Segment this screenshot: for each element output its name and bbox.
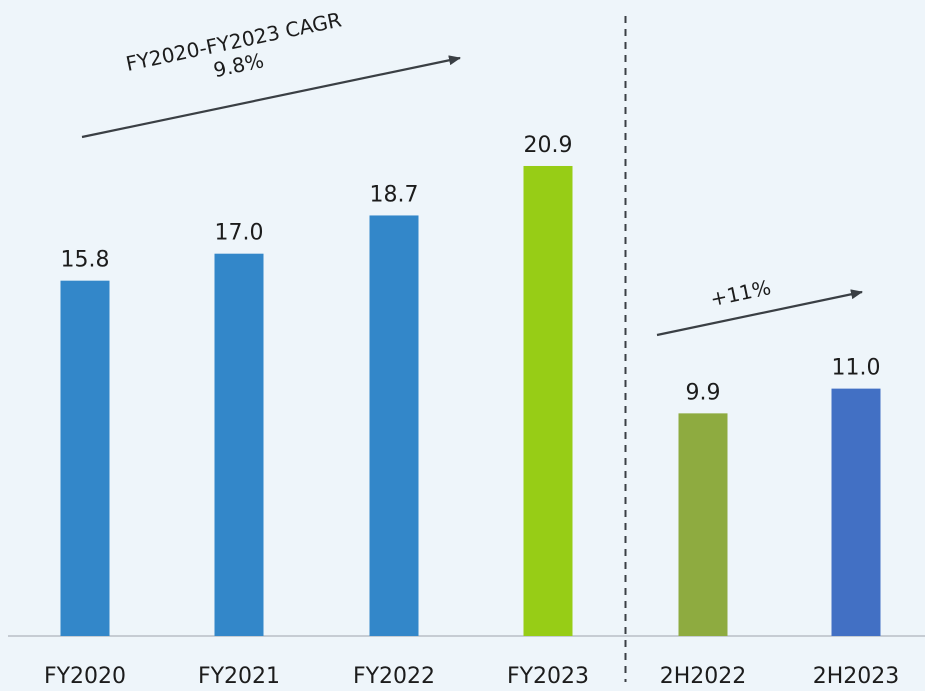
bar-2h2022 xyxy=(678,413,728,636)
value-label-2h2023: 11.0 xyxy=(832,356,881,381)
bar-fy2022 xyxy=(369,215,419,637)
value-label-fy2023: 20.9 xyxy=(524,133,573,158)
value-label-fy2020: 15.8 xyxy=(61,248,110,273)
value-label-fy2021: 17.0 xyxy=(215,221,264,246)
bar-2h2023 xyxy=(831,388,881,636)
bar-fy2021 xyxy=(214,253,264,636)
value-label-2h2022: 9.9 xyxy=(686,380,721,405)
tick-label-2h2022: 2H2022 xyxy=(660,664,747,689)
trend-annotation-text: +11% xyxy=(708,275,773,311)
tick-label-fy2021: FY2021 xyxy=(198,664,280,689)
tick-label-fy2020: FY2020 xyxy=(44,664,126,689)
bar-fy2020 xyxy=(60,280,110,636)
tick-label-fy2022: FY2022 xyxy=(353,664,435,689)
trend-arrow-2 xyxy=(656,289,863,337)
bar-fy2023 xyxy=(523,165,573,636)
trend-arrow-1 xyxy=(81,55,461,139)
trend-annotation-2: +11% xyxy=(708,275,773,311)
value-label-fy2022: 18.7 xyxy=(370,182,419,207)
tick-label-fy2023: FY2023 xyxy=(507,664,589,689)
tick-label-2h2023: 2H2023 xyxy=(813,664,900,689)
